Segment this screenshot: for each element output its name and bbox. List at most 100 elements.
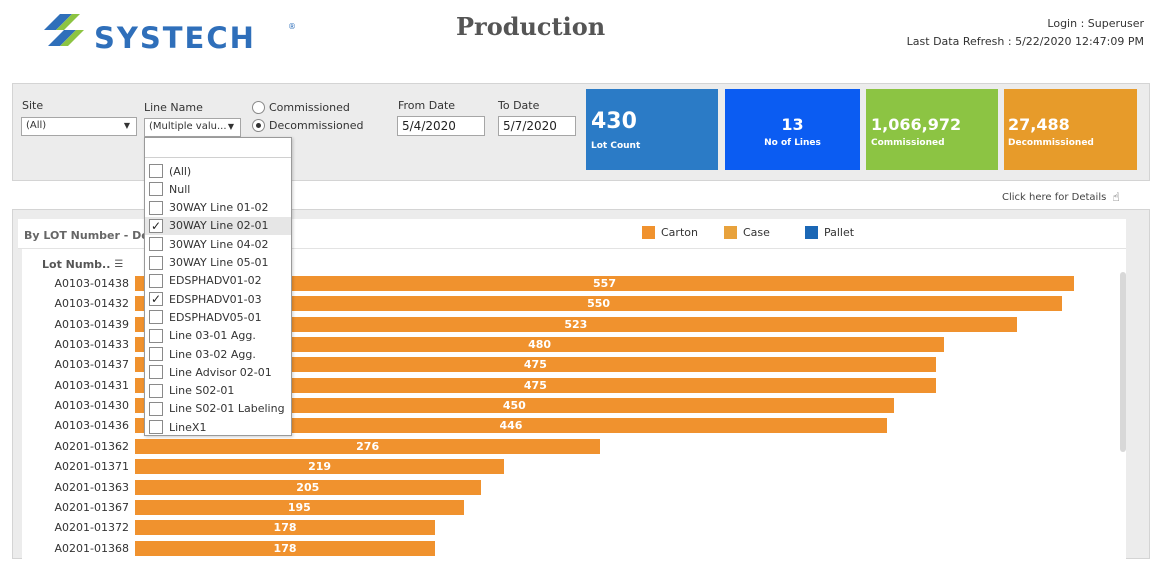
- popup-option-label: EDSPHADV05-01: [169, 310, 262, 324]
- bar-category-label: A0103-01439: [54, 317, 129, 331]
- line-name-dropdown[interactable]: (Multiple valu... ▼: [144, 118, 241, 137]
- kpi-decommissioned[interactable]: 27,488 Decommissioned: [1004, 89, 1137, 170]
- popup-option[interactable]: Line S02-01: [145, 382, 291, 400]
- checkbox-icon[interactable]: [149, 164, 163, 178]
- radio-decommissioned-label: Decommissioned: [269, 119, 364, 132]
- bar-category-label: A0103-01436: [54, 419, 129, 433]
- bar-data-label: 475: [523, 378, 547, 392]
- checkbox-icon[interactable]: [149, 401, 163, 416]
- popup-option[interactable]: Line Advisor 02-01: [145, 363, 291, 381]
- logo-text: SYSTECH: [94, 21, 256, 55]
- axis-header-label: Lot Numb..: [42, 258, 111, 271]
- popup-search-input[interactable]: [145, 138, 291, 158]
- bar[interactable]: [135, 459, 505, 475]
- bar[interactable]: [135, 479, 481, 495]
- popup-option[interactable]: (All): [145, 162, 291, 180]
- bar[interactable]: [135, 377, 936, 393]
- bar[interactable]: [135, 337, 945, 353]
- popup-option[interactable]: EDSPHADV05-01: [145, 308, 291, 326]
- page-title: Production: [456, 12, 606, 41]
- bar[interactable]: [135, 296, 1063, 312]
- bar[interactable]: [135, 357, 936, 373]
- kpi-commissioned-value: 1,066,972: [871, 115, 962, 134]
- bar[interactable]: [135, 499, 464, 515]
- checkbox-icon[interactable]: [149, 237, 163, 252]
- bar-data-label: 475: [523, 358, 547, 372]
- legend-item-case[interactable]: Case: [724, 226, 770, 239]
- from-date-input[interactable]: 5/4/2020: [397, 116, 485, 136]
- bar-category-label: A0103-01433: [54, 338, 129, 352]
- bar-category-label: A0103-01430: [54, 399, 129, 413]
- popup-option[interactable]: Line S02-01 Labeling: [145, 400, 291, 418]
- radio-selected-icon: [252, 119, 265, 132]
- popup-option[interactable]: Null: [145, 180, 291, 198]
- popup-option-label: 30WAY Line 02-01: [169, 219, 269, 233]
- bar-category-label: A0103-01437: [54, 358, 129, 372]
- popup-option-label: Null: [169, 182, 191, 196]
- popup-option[interactable]: ✓ 30WAY Line 02-01: [145, 216, 291, 235]
- bar-data-label: 480: [528, 338, 552, 352]
- legend-item-pallet[interactable]: Pallet: [805, 226, 854, 239]
- sort-icon[interactable]: ☰: [114, 259, 124, 270]
- popup-option[interactable]: Line 03-02 Agg.: [145, 345, 291, 363]
- popup-option-label: EDSPHADV01-02: [169, 274, 262, 288]
- bar-data-label: 446: [499, 419, 523, 433]
- kpi-commissioned[interactable]: 1,066,972 Commissioned: [866, 89, 998, 170]
- checkbox-icon[interactable]: [149, 273, 163, 288]
- bar[interactable]: [135, 540, 436, 556]
- bar[interactable]: [135, 316, 1017, 332]
- from-date-label: From Date: [398, 99, 456, 112]
- popup-option-label: Line 03-01 Agg.: [169, 329, 256, 343]
- site-dropdown-value: (All): [26, 120, 47, 131]
- popup-option[interactable]: ✓ EDSPHADV01-03: [145, 290, 291, 308]
- site-dropdown[interactable]: (All) ▼: [21, 117, 137, 136]
- chart-scrollbar[interactable]: [1120, 272, 1126, 452]
- checkbox-checked-icon[interactable]: ✓: [149, 218, 163, 233]
- radio-decommissioned[interactable]: Decommissioned: [252, 119, 363, 132]
- bar[interactable]: [135, 520, 436, 536]
- kpi-lot-count[interactable]: 430 Lot Count: [586, 89, 718, 170]
- checkbox-icon[interactable]: [149, 383, 163, 398]
- popup-option[interactable]: 30WAY Line 05-01: [145, 254, 291, 272]
- details-link[interactable]: Click here for Details ☝: [1002, 190, 1120, 204]
- login-user: Login : Superuser: [1047, 17, 1144, 30]
- checkbox-icon[interactable]: [149, 328, 163, 343]
- popup-option[interactable]: LineX1: [145, 418, 291, 436]
- kpi-decommissioned-value: 27,488: [1008, 115, 1070, 134]
- kpi-no-of-lines[interactable]: 13 No of Lines: [725, 89, 860, 170]
- axis-header[interactable]: Lot Numb.. ☰: [42, 258, 123, 271]
- bar-data-label: 178: [273, 541, 297, 555]
- checkbox-icon[interactable]: [149, 200, 163, 215]
- bar-category-label: A0201-01372: [54, 521, 129, 535]
- bar[interactable]: [135, 438, 601, 454]
- line-name-label: Line Name: [144, 101, 203, 114]
- popup-option[interactable]: Line 03-01 Agg.: [145, 327, 291, 345]
- popup-option-label: Line 03-02 Agg.: [169, 347, 256, 361]
- bar-category-label: A0201-01362: [54, 439, 129, 453]
- checkbox-checked-icon[interactable]: ✓: [149, 292, 163, 307]
- bar-data-label: 523: [564, 317, 588, 331]
- to-date-input[interactable]: 5/7/2020: [498, 116, 576, 136]
- chart-title: By LOT Number - Decc: [24, 229, 162, 242]
- bar[interactable]: [135, 276, 1074, 291]
- popup-option[interactable]: 30WAY Line 01-02: [145, 199, 291, 217]
- bar[interactable]: [135, 418, 887, 434]
- bar-data-label: 557: [593, 277, 616, 290]
- popup-option-label: LineX1: [169, 420, 207, 434]
- legend-item-carton[interactable]: Carton: [642, 226, 698, 239]
- popup-option[interactable]: EDSPHADV01-02: [145, 272, 291, 290]
- radio-commissioned-label: Commissioned: [269, 101, 350, 114]
- checkbox-icon[interactable]: [149, 182, 163, 197]
- checkbox-icon[interactable]: [149, 365, 163, 380]
- checkbox-icon[interactable]: [149, 420, 163, 435]
- bar-category-label: A0103-01438: [54, 277, 129, 290]
- radio-commissioned[interactable]: Commissioned: [252, 101, 350, 114]
- bar[interactable]: [135, 398, 894, 414]
- legend-label: Case: [743, 226, 770, 239]
- checkbox-icon[interactable]: [149, 255, 163, 270]
- kpi-commissioned-label: Commissioned: [871, 138, 945, 148]
- checkbox-icon[interactable]: [149, 310, 163, 325]
- popup-option-label: Line S02-01: [169, 384, 235, 398]
- popup-option[interactable]: 30WAY Line 04-02: [145, 235, 291, 253]
- checkbox-icon[interactable]: [149, 347, 163, 361]
